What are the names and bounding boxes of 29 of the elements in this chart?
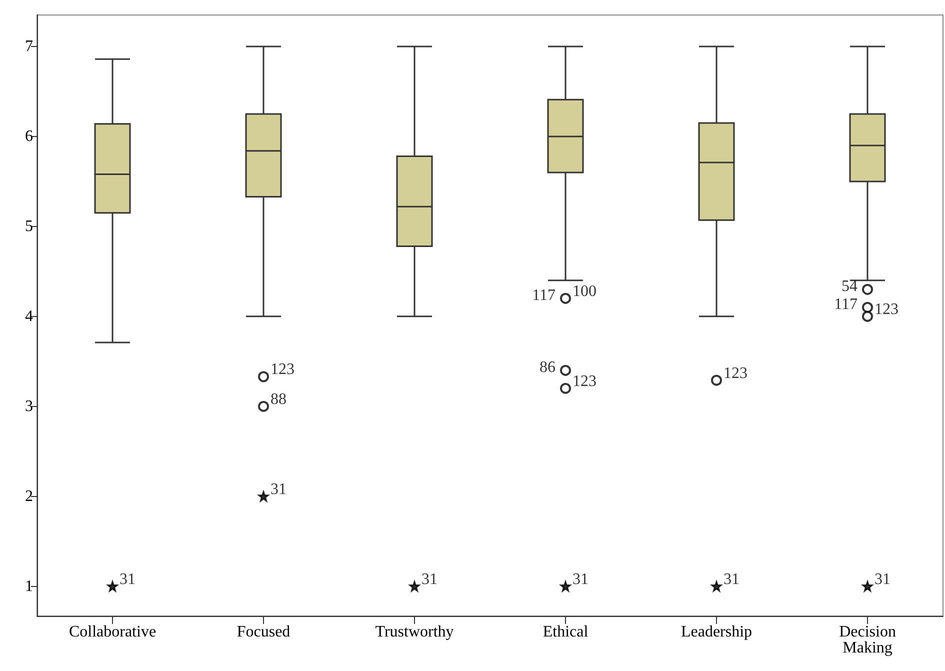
annotation: 88 xyxy=(270,390,286,408)
y-tick-label: 7 xyxy=(25,38,33,55)
annotation: 117 xyxy=(532,286,556,304)
annotation: 100 xyxy=(572,282,596,300)
annotation: 86 xyxy=(540,358,556,376)
y-tick-label: 2 xyxy=(25,488,33,505)
y-tick-label: 6 xyxy=(25,128,33,145)
y-tick-label: 3 xyxy=(25,398,33,415)
annotation: 31 xyxy=(724,570,740,588)
annotation: 31 xyxy=(572,570,588,588)
y-tick-label: 1 xyxy=(25,578,33,595)
annotation: 54 xyxy=(842,278,858,295)
x-tick-label: Trustworthy xyxy=(375,624,454,640)
annotation: 31 xyxy=(120,570,136,588)
annotation: 31 xyxy=(270,480,286,498)
x-tick-label: Focused xyxy=(236,624,290,640)
x-tick-label: Leadership xyxy=(680,624,752,640)
x-tick-label: Collaborative xyxy=(68,624,156,640)
x-tick-label: Ethical xyxy=(542,624,589,640)
annotation: 31 xyxy=(874,570,890,588)
annotation: 31 xyxy=(422,570,438,588)
y-tick-label: 4 xyxy=(25,308,33,325)
annotation: 123 xyxy=(572,372,596,390)
annotation: 123 xyxy=(724,364,748,382)
annotation: 123 xyxy=(270,361,294,378)
y-tick-label: 5 xyxy=(25,218,33,235)
annotation: 117 xyxy=(834,296,858,313)
annotation: 123 xyxy=(874,300,898,318)
x-tick-label: Decision Making xyxy=(839,624,896,656)
